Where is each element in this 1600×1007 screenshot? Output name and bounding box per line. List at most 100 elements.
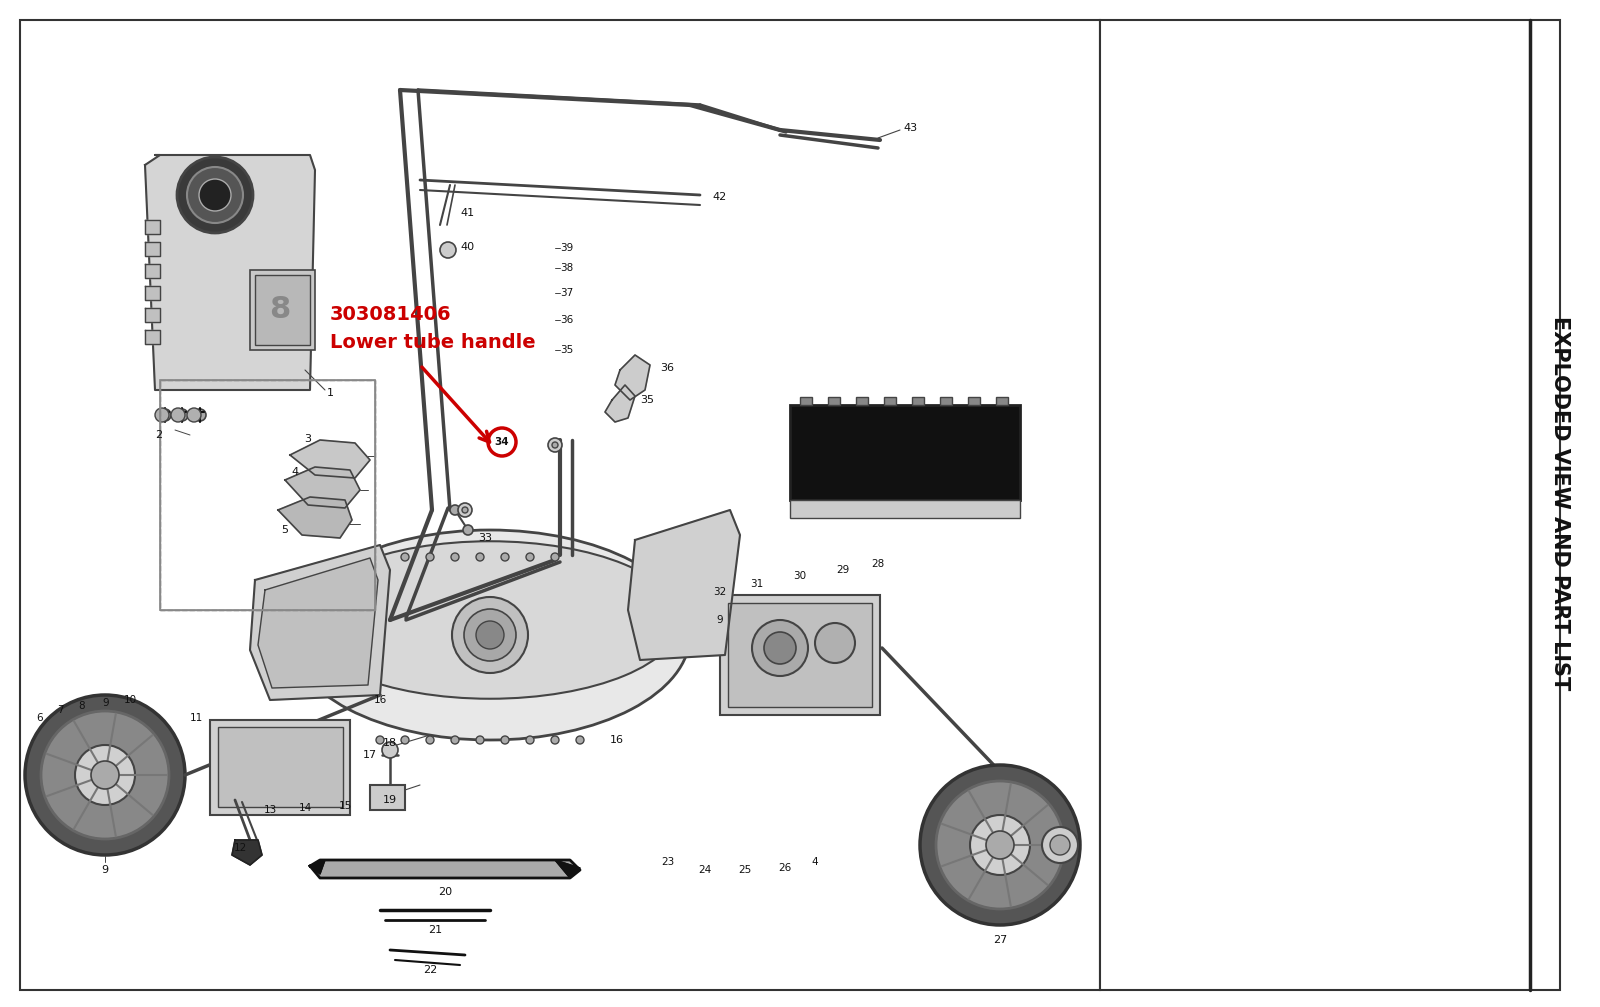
Circle shape	[550, 553, 558, 561]
Bar	[800, 397, 813, 405]
Polygon shape	[605, 385, 635, 422]
Text: 28: 28	[872, 559, 885, 569]
Text: 23: 23	[661, 857, 675, 867]
Circle shape	[42, 711, 170, 839]
Text: EXPLODED VIEW AND PART LIST: EXPLODED VIEW AND PART LIST	[1550, 316, 1570, 690]
Text: 10: 10	[123, 695, 136, 705]
Text: 4: 4	[291, 467, 299, 477]
Polygon shape	[258, 558, 378, 688]
Bar	[19, 20, 1101, 990]
Bar	[210, 720, 350, 815]
Circle shape	[178, 157, 253, 233]
Polygon shape	[146, 330, 160, 344]
Circle shape	[462, 525, 474, 535]
Bar	[968, 397, 979, 405]
Text: 27: 27	[994, 936, 1006, 945]
Text: 4: 4	[811, 857, 818, 867]
Circle shape	[376, 736, 384, 744]
Circle shape	[462, 507, 467, 513]
Polygon shape	[250, 545, 390, 700]
Text: Lower tube handle: Lower tube handle	[330, 332, 536, 351]
Bar	[829, 397, 840, 405]
Circle shape	[451, 736, 459, 744]
Circle shape	[526, 553, 534, 561]
Circle shape	[26, 695, 186, 855]
Circle shape	[382, 742, 398, 758]
Circle shape	[158, 409, 171, 421]
Bar	[370, 785, 405, 810]
Text: 35: 35	[560, 345, 574, 355]
Circle shape	[501, 736, 509, 744]
Circle shape	[426, 736, 434, 744]
Polygon shape	[146, 220, 160, 234]
Circle shape	[477, 553, 483, 561]
Circle shape	[187, 167, 243, 223]
Circle shape	[477, 621, 504, 649]
Circle shape	[501, 553, 509, 561]
Bar	[160, 380, 374, 610]
Polygon shape	[146, 308, 160, 322]
Text: 9: 9	[101, 865, 109, 875]
Circle shape	[451, 553, 459, 561]
Text: 15: 15	[338, 801, 352, 811]
Text: 34: 34	[494, 437, 509, 447]
Text: 24: 24	[698, 865, 712, 875]
Text: 1: 1	[326, 388, 333, 398]
Bar	[883, 397, 896, 405]
Circle shape	[426, 553, 434, 561]
Text: 32: 32	[714, 587, 726, 597]
Text: 26: 26	[778, 863, 792, 873]
Bar	[856, 397, 867, 405]
Bar	[995, 397, 1008, 405]
Bar	[941, 397, 952, 405]
Circle shape	[171, 408, 186, 422]
Polygon shape	[614, 355, 650, 400]
Circle shape	[453, 597, 528, 673]
Text: 8: 8	[78, 701, 85, 711]
Text: 303081406: 303081406	[330, 305, 451, 324]
Polygon shape	[627, 510, 739, 660]
Text: 38: 38	[560, 263, 574, 273]
Circle shape	[552, 442, 558, 448]
Polygon shape	[232, 840, 262, 865]
Circle shape	[477, 736, 483, 744]
Circle shape	[1050, 835, 1070, 855]
Circle shape	[194, 409, 206, 421]
Text: 17: 17	[363, 750, 378, 760]
Ellipse shape	[301, 541, 680, 699]
Text: 12: 12	[234, 843, 246, 853]
Circle shape	[550, 736, 558, 744]
Ellipse shape	[290, 530, 690, 740]
Polygon shape	[290, 440, 370, 478]
Text: 43: 43	[902, 123, 917, 133]
Bar	[720, 595, 880, 715]
Polygon shape	[146, 286, 160, 300]
Text: 31: 31	[750, 579, 763, 589]
Bar	[250, 270, 315, 350]
Bar	[790, 405, 1021, 500]
Text: 21: 21	[427, 925, 442, 936]
Polygon shape	[146, 155, 315, 390]
Text: 2: 2	[155, 430, 162, 440]
Text: 6: 6	[37, 713, 43, 723]
Bar	[218, 727, 342, 807]
Bar	[728, 603, 872, 707]
Text: 16: 16	[373, 695, 387, 705]
Text: 37: 37	[560, 288, 574, 298]
Text: 20: 20	[438, 887, 453, 897]
Text: 18: 18	[382, 738, 397, 748]
Text: 41: 41	[461, 208, 474, 218]
Polygon shape	[146, 264, 160, 278]
Text: 19: 19	[382, 795, 397, 805]
Text: 33: 33	[478, 533, 493, 543]
Circle shape	[920, 765, 1080, 925]
Polygon shape	[285, 467, 360, 508]
Circle shape	[440, 242, 456, 258]
Circle shape	[576, 736, 584, 744]
Text: 35: 35	[640, 395, 654, 405]
Bar	[912, 397, 925, 405]
Text: 14: 14	[298, 803, 312, 813]
Text: 42: 42	[712, 192, 726, 202]
Text: 30: 30	[794, 571, 806, 581]
Polygon shape	[278, 497, 352, 538]
